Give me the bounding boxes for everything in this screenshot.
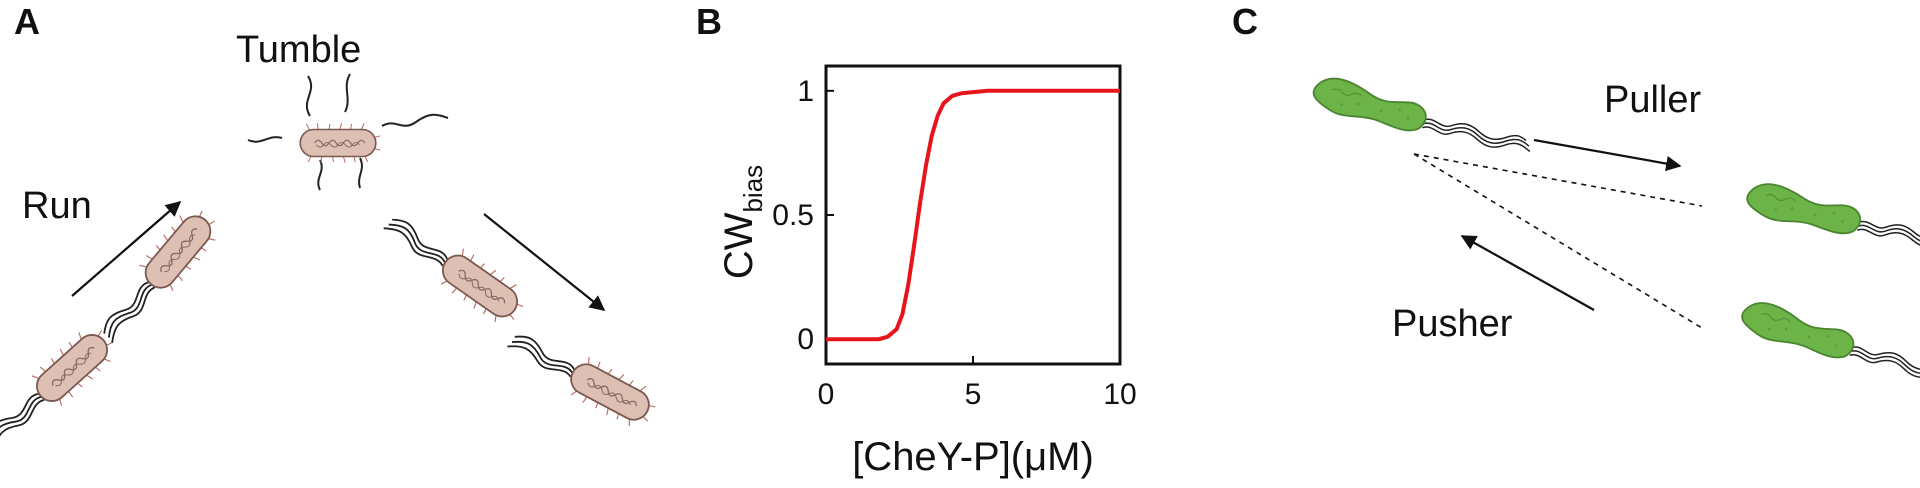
x-tick-label: 0 <box>818 378 835 411</box>
x-tick-label: 10 <box>1103 378 1136 411</box>
x-axis-label: [CheY-P](μM) <box>852 435 1094 479</box>
panel-a-label: A <box>14 1 40 42</box>
green-bacterium-origin <box>1308 73 1538 158</box>
cw-bias-curve <box>826 88 1120 342</box>
dashed-line-lower <box>1413 153 1703 329</box>
ecoli-after-lower <box>501 320 662 433</box>
y-tick-label: 1 <box>797 75 814 108</box>
cw-bias-chart: 0 5 10 0 0.5 1 [CheY-P](μM) CWbias <box>717 64 1137 479</box>
green-bacterium-puller <box>1742 179 1920 257</box>
puller-arrow <box>1533 138 1682 172</box>
panel-b: B 0 5 10 0 0.5 1 [CheY-P](μM) CWbias <box>696 1 1137 479</box>
ecoli-run-upper <box>89 202 225 352</box>
panel-c: C Puller Pusher <box>1232 1 1920 389</box>
dashed-line-upper <box>1413 153 1703 207</box>
panel-b-label: B <box>696 1 722 42</box>
plot-frame <box>824 64 1122 366</box>
ecoli-after-upper <box>376 204 531 331</box>
puller-label: Puller <box>1604 79 1701 121</box>
run-label: Run <box>22 185 92 227</box>
y-tick-label: 0 <box>797 323 814 356</box>
tumble-label: Tumble <box>236 29 361 71</box>
panel-a: A Tumble Run <box>0 1 662 459</box>
green-bacterium-pusher <box>1736 297 1920 389</box>
panel-c-label: C <box>1232 1 1258 42</box>
y-axis-label: CWbias <box>717 165 768 279</box>
tumble-out-arrow <box>483 213 606 311</box>
run-arrow <box>71 200 182 297</box>
x-tick-label: 5 <box>965 378 982 411</box>
pusher-arrow <box>1460 235 1595 311</box>
y-axis-label-sub: bias <box>738 165 768 213</box>
pusher-label: Pusher <box>1392 303 1513 345</box>
tumbling-bacterium <box>247 73 449 191</box>
ecoli-run-lower <box>0 320 122 459</box>
y-tick-label: 0.5 <box>772 199 814 232</box>
y-axis-label-main: CW <box>717 212 761 279</box>
